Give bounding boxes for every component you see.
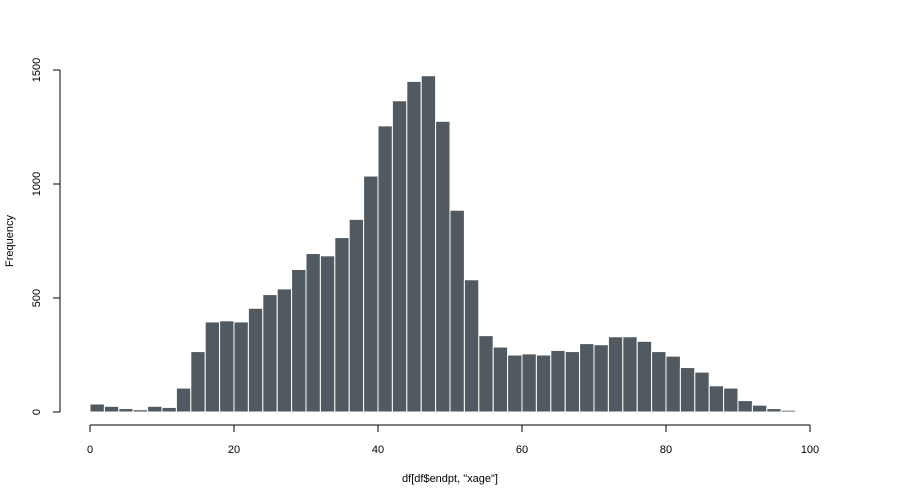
histogram-bar bbox=[406, 80, 422, 413]
y-axis-label: Frequency bbox=[4, 215, 16, 267]
histogram-bar bbox=[363, 175, 379, 413]
histogram-bar bbox=[694, 371, 710, 413]
histogram-bar bbox=[478, 335, 494, 413]
histogram-bar bbox=[118, 408, 134, 413]
histogram-bar bbox=[334, 237, 350, 413]
histogram-bar bbox=[737, 400, 753, 413]
histogram-bar bbox=[319, 255, 336, 413]
histogram-bar bbox=[550, 349, 566, 413]
histogram-bar bbox=[305, 253, 321, 413]
x-tick-label: 20 bbox=[228, 444, 240, 456]
histogram-bar bbox=[420, 75, 437, 413]
histogram-bar bbox=[219, 320, 235, 413]
x-tick-label: 80 bbox=[660, 444, 672, 456]
histogram-bar bbox=[377, 125, 393, 413]
histogram-bar bbox=[593, 344, 609, 413]
bars-group bbox=[89, 75, 797, 413]
histogram-bar bbox=[391, 100, 408, 413]
histogram-bar bbox=[449, 209, 465, 413]
histogram-bar bbox=[665, 355, 681, 413]
y-tick-label: 0 bbox=[31, 409, 43, 415]
histogram-bar bbox=[579, 343, 595, 413]
histogram-bar bbox=[521, 353, 537, 413]
histogram-bar bbox=[348, 218, 365, 413]
x-axis: 0 20 40 60 80 100 bbox=[87, 424, 819, 456]
histogram-bar bbox=[262, 294, 278, 413]
histogram-bar bbox=[233, 321, 249, 413]
y-axis: 0 500 1000 1500 bbox=[31, 58, 61, 415]
y-tick-label: 1000 bbox=[31, 172, 43, 196]
x-tick-label: 100 bbox=[801, 444, 819, 456]
histogram-bar bbox=[89, 403, 105, 413]
histogram-bar bbox=[190, 351, 206, 413]
histogram-bar bbox=[492, 346, 509, 413]
histogram-bar bbox=[161, 406, 177, 413]
histogram-bar bbox=[607, 336, 624, 413]
histogram-bar bbox=[204, 321, 221, 413]
histogram-bar bbox=[132, 409, 149, 413]
histogram-bar bbox=[651, 351, 667, 413]
histogram-bar bbox=[103, 405, 120, 413]
histogram-bar bbox=[535, 354, 552, 413]
histogram-bar bbox=[147, 405, 163, 413]
x-tick-label: 40 bbox=[372, 444, 384, 456]
histogram-bar bbox=[276, 288, 293, 413]
histogram-bar bbox=[708, 385, 725, 413]
histogram-bar bbox=[291, 269, 307, 413]
histogram-bar bbox=[679, 367, 696, 413]
histogram-bar bbox=[247, 307, 264, 413]
x-tick-label: 0 bbox=[87, 444, 93, 456]
histogram-bar bbox=[564, 351, 581, 413]
histogram-bar bbox=[751, 404, 768, 413]
histogram-bar bbox=[175, 387, 192, 413]
x-axis-label: df[df$endpt, "xage"] bbox=[402, 473, 498, 485]
y-tick-label: 1500 bbox=[31, 58, 43, 82]
histogram-bar bbox=[723, 387, 739, 413]
x-tick-label: 60 bbox=[516, 444, 528, 456]
histogram-bar bbox=[636, 340, 653, 413]
histogram-bar bbox=[435, 120, 451, 413]
histogram-bar bbox=[622, 336, 638, 413]
histogram-bar bbox=[463, 279, 480, 413]
histogram-bar bbox=[766, 408, 782, 413]
histogram-bar bbox=[780, 409, 797, 413]
y-tick-label: 500 bbox=[31, 289, 43, 307]
histogram-bar bbox=[507, 354, 523, 413]
